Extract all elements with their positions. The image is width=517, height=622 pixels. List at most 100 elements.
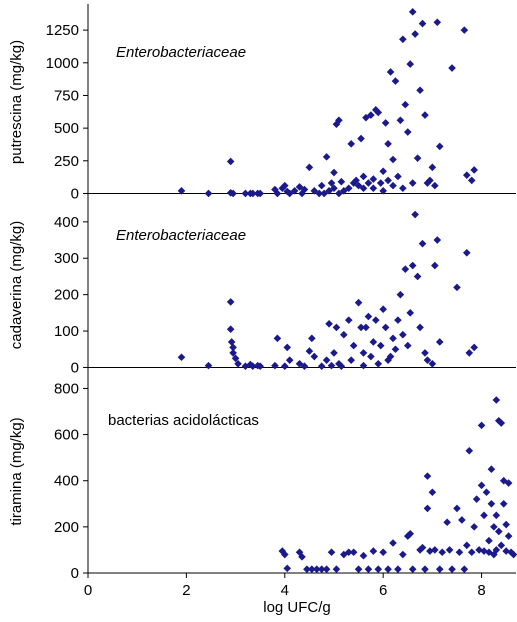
data-point bbox=[421, 565, 429, 573]
data-point bbox=[359, 349, 368, 357]
data-point bbox=[283, 564, 292, 573]
data-point bbox=[485, 536, 493, 545]
data-point bbox=[226, 325, 235, 334]
data-point bbox=[399, 550, 407, 559]
data-point bbox=[386, 352, 395, 361]
x-tick-label: 2 bbox=[182, 582, 190, 599]
data-point bbox=[435, 338, 444, 346]
data-point bbox=[416, 86, 424, 95]
data-point bbox=[305, 347, 314, 355]
data-point bbox=[448, 64, 456, 72]
data-point bbox=[322, 565, 331, 573]
data-point bbox=[490, 523, 498, 531]
data-point bbox=[465, 349, 474, 357]
data-point bbox=[384, 356, 392, 364]
data-point bbox=[418, 543, 427, 552]
data-point bbox=[325, 319, 333, 328]
data-point bbox=[381, 323, 390, 332]
data-point bbox=[369, 175, 378, 183]
data-point bbox=[413, 272, 422, 281]
data-point bbox=[467, 176, 476, 185]
x-tick-label: 8 bbox=[477, 582, 485, 599]
data-point bbox=[359, 172, 368, 181]
data-point bbox=[340, 330, 348, 339]
data-point bbox=[298, 553, 306, 561]
x-axis: log UFC/g 0 2 4 6 8 bbox=[84, 572, 516, 616]
data-point bbox=[406, 529, 415, 538]
data-point bbox=[330, 349, 338, 357]
data-point bbox=[359, 551, 368, 560]
data-point bbox=[487, 465, 496, 473]
data-point bbox=[359, 361, 368, 370]
data-point bbox=[426, 176, 434, 185]
data-point bbox=[413, 154, 422, 162]
data-point bbox=[337, 362, 346, 370]
data-point bbox=[467, 548, 476, 557]
data-point bbox=[431, 261, 439, 270]
data-point bbox=[364, 312, 373, 321]
data-point bbox=[354, 298, 363, 307]
data-point bbox=[507, 548, 515, 557]
y-axis-title-putrescina: putrescina (mg/kg) bbox=[8, 40, 25, 164]
data-point bbox=[330, 168, 338, 177]
data-point bbox=[492, 546, 501, 554]
panel-annotation-putrescina: Enterobacteriaceae bbox=[116, 44, 246, 61]
data-point bbox=[256, 189, 264, 198]
data-point bbox=[445, 546, 454, 554]
data-point bbox=[374, 108, 383, 117]
data-point bbox=[310, 352, 319, 361]
data-point bbox=[327, 361, 336, 370]
data-point bbox=[347, 140, 355, 148]
data-point bbox=[303, 565, 311, 573]
data-point bbox=[327, 179, 336, 187]
x-tick-label: 0 bbox=[84, 582, 92, 599]
data-point bbox=[283, 343, 292, 352]
data-point bbox=[492, 396, 501, 404]
data-point bbox=[396, 290, 405, 299]
data-point bbox=[231, 354, 240, 363]
data-point bbox=[384, 140, 392, 148]
data-point bbox=[482, 488, 491, 497]
data-point bbox=[470, 523, 478, 531]
data-point bbox=[428, 488, 437, 497]
panel-annotation-tiramina: bacterias acidolácticas bbox=[108, 412, 259, 429]
data-point bbox=[312, 565, 321, 573]
data-point bbox=[406, 309, 415, 317]
data-point bbox=[229, 349, 237, 357]
data-point bbox=[423, 472, 432, 480]
data-point bbox=[379, 187, 387, 195]
data-point bbox=[423, 356, 432, 364]
data-point bbox=[399, 330, 407, 339]
y-tick-label: 0 bbox=[71, 359, 79, 376]
data-point bbox=[322, 356, 331, 364]
data-point bbox=[504, 532, 513, 540]
y-tick-label: 200 bbox=[54, 287, 79, 304]
data-point bbox=[399, 35, 407, 44]
data-point bbox=[249, 362, 257, 370]
data-point bbox=[317, 181, 326, 190]
data-point bbox=[357, 134, 365, 143]
data-point bbox=[300, 362, 309, 370]
y-tick-label: 0 bbox=[71, 185, 79, 202]
data-point bbox=[229, 343, 237, 352]
data-point bbox=[497, 419, 506, 427]
data-point bbox=[408, 261, 417, 270]
data-point bbox=[423, 179, 432, 187]
data-point bbox=[389, 155, 397, 164]
data-point bbox=[369, 184, 378, 193]
data-point bbox=[443, 518, 451, 527]
data-point bbox=[204, 361, 213, 370]
data-point bbox=[394, 316, 402, 324]
data-point bbox=[406, 60, 415, 68]
data-point bbox=[241, 362, 250, 370]
data-point bbox=[357, 323, 365, 332]
data-point bbox=[448, 565, 456, 573]
data-point bbox=[453, 504, 461, 513]
panel-putrescina: putrescina (mg/kg) Enterobacteriaceae 0 2… bbox=[8, 4, 516, 202]
data-point bbox=[369, 338, 378, 346]
data-point bbox=[256, 362, 264, 370]
data-point bbox=[381, 119, 390, 127]
data-point bbox=[499, 499, 508, 508]
data-point bbox=[497, 541, 506, 550]
